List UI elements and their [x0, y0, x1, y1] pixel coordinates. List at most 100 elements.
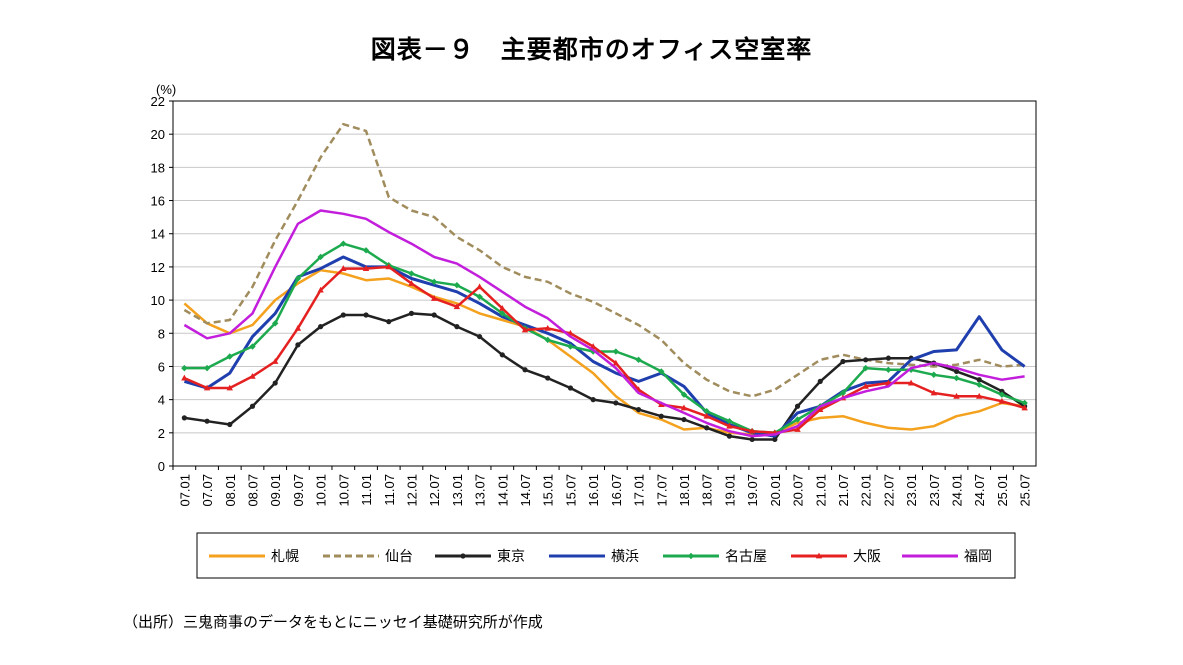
- x-tick-label: 22.01: [859, 474, 874, 507]
- x-tick-label: 16.07: [609, 474, 624, 507]
- data-point: [907, 379, 915, 386]
- x-tick-label: 10.01: [314, 474, 329, 507]
- legend-marker: [460, 553, 466, 559]
- data-point: [794, 416, 801, 423]
- x-tick-label: 23.01: [904, 474, 919, 507]
- data-point: [840, 358, 846, 365]
- y-axis-unit: (%): [156, 82, 176, 97]
- data-point: [930, 389, 938, 396]
- legend-label: 名古屋: [725, 549, 767, 565]
- y-tick-label: 4: [158, 393, 165, 408]
- data-point: [227, 421, 233, 428]
- x-tick-label: 10.07: [336, 474, 351, 507]
- data-point: [726, 422, 733, 429]
- data-point: [340, 312, 346, 318]
- data-point: [953, 392, 960, 399]
- data-point: [431, 312, 437, 318]
- y-tick-label: 16: [151, 194, 165, 209]
- data-point: [203, 384, 211, 391]
- data-point: [272, 380, 278, 386]
- data-point: [454, 324, 460, 330]
- x-tick-label: 17.01: [632, 474, 647, 507]
- legend-box: [196, 532, 1016, 579]
- data-point: [453, 281, 461, 289]
- data-point: [249, 373, 256, 379]
- data-point: [317, 286, 324, 293]
- data-point: [976, 392, 983, 399]
- legend-label: 横浜: [611, 549, 639, 565]
- data-point: [862, 382, 869, 389]
- x-tick-label: 07.07: [200, 474, 215, 507]
- legend-label: 福岡: [964, 549, 992, 565]
- data-point: [976, 377, 982, 383]
- data-point: [453, 303, 461, 310]
- y-tick-label: 6: [158, 359, 165, 374]
- legend-item-3: 東京: [435, 549, 525, 565]
- chart-title: 図表－９ 主要都市のオフィス空室率: [370, 35, 813, 64]
- data-point: [499, 310, 506, 317]
- legend-item-1: 札幌: [209, 549, 299, 565]
- data-point: [545, 375, 551, 381]
- x-tick-label: 15.01: [541, 474, 556, 507]
- series-line: [184, 312, 1026, 441]
- data-point: [362, 265, 370, 271]
- data-point: [181, 415, 187, 421]
- data-point: [408, 270, 415, 277]
- data-point: [772, 436, 778, 443]
- x-tick-label: 21.01: [813, 474, 828, 507]
- data-point: [1021, 399, 1028, 407]
- data-point: [476, 283, 483, 290]
- legend: 札幌 仙台 東京 横浜 名古屋 大阪 福岡: [196, 532, 1016, 579]
- data-point: [680, 391, 688, 398]
- data-point: [362, 247, 370, 254]
- x-tick-label: 14.07: [518, 474, 533, 507]
- data-point: [294, 324, 302, 331]
- data-point: [612, 359, 620, 366]
- series-line: [183, 268, 1025, 436]
- data-point: [658, 368, 665, 375]
- data-point: [998, 397, 1006, 404]
- data-point: [680, 404, 688, 411]
- x-tick-label: 09.01: [268, 474, 283, 507]
- x-tick-label: 25.01: [995, 474, 1010, 507]
- data-point: [589, 343, 597, 349]
- series-5: [181, 240, 1028, 437]
- data-point: [817, 406, 824, 412]
- data-point: [613, 400, 619, 406]
- data-point: [704, 425, 710, 431]
- x-tick-label: 21.07: [836, 474, 851, 507]
- legend-label: 大阪: [853, 549, 881, 565]
- data-point: [794, 426, 801, 432]
- x-tick-label: 14.01: [495, 474, 510, 507]
- x-tick-label: 09.07: [291, 474, 306, 507]
- data-point: [226, 353, 233, 360]
- data-point: [726, 433, 733, 439]
- y-tick-label: 12: [151, 260, 165, 275]
- y-tick-label: 2: [158, 426, 165, 441]
- data-point: [294, 275, 302, 282]
- data-point: [204, 418, 210, 424]
- data-point: [907, 366, 915, 373]
- x-tick-label: 16.01: [586, 474, 601, 507]
- data-point: [521, 326, 529, 333]
- data-point: [930, 371, 938, 378]
- x-tick-label: 22.07: [881, 474, 896, 507]
- x-tick-label: 12.01: [404, 474, 419, 507]
- x-tick-label: 11.07: [382, 474, 397, 506]
- series-line: [183, 209, 1025, 438]
- legend-label: 仙台: [385, 549, 413, 565]
- data-point: [862, 364, 869, 372]
- data-point: [567, 385, 574, 391]
- data-point: [999, 388, 1005, 394]
- x-tick-label: 19.01: [722, 474, 737, 507]
- x-tick-label: 08.07: [245, 474, 260, 507]
- data-point: [681, 416, 687, 423]
- series-line: [183, 122, 1025, 398]
- x-tick-label: 17.07: [654, 474, 669, 507]
- x-tick-label: 24.01: [950, 474, 965, 507]
- series-2: [183, 122, 1025, 398]
- data-point: [658, 413, 664, 419]
- data-point: [748, 427, 756, 434]
- x-tick-label: 19.07: [745, 474, 760, 507]
- series-1: [183, 268, 1025, 436]
